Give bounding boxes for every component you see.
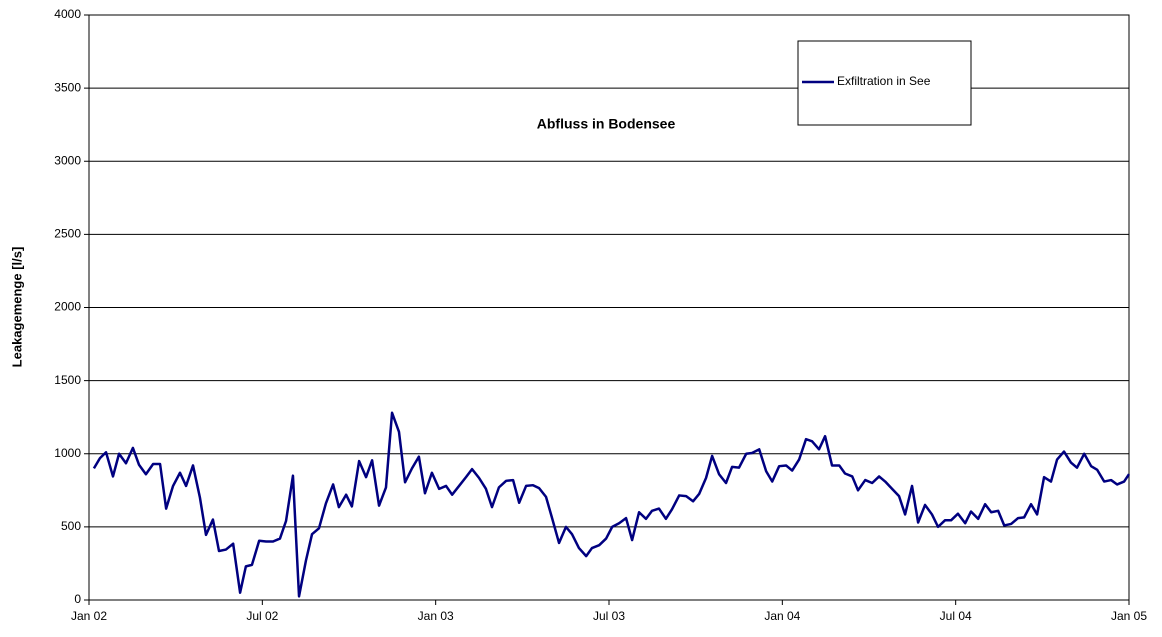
x-tick-label: Jul 03 <box>593 609 625 623</box>
y-tick-label: 500 <box>61 519 81 533</box>
x-tick-label: Jul 02 <box>246 609 278 623</box>
y-tick-label: 1000 <box>54 446 81 460</box>
x-tick-label: Jan 05 <box>1111 609 1147 623</box>
y-tick-label: 3000 <box>54 153 81 167</box>
y-tick-label: 2500 <box>54 227 81 241</box>
y-tick-label: 4000 <box>54 7 81 21</box>
y-tick-label: 0 <box>74 592 81 606</box>
y-tick-label: 3500 <box>54 80 81 94</box>
y-axis-label: Leakagemenge [l/s] <box>9 247 24 368</box>
x-tick-label: Jan 04 <box>764 609 800 623</box>
chart-title: Abfluss in Bodensee <box>537 116 676 132</box>
x-tick-label: Jan 02 <box>71 609 107 623</box>
x-tick-label: Jan 03 <box>418 609 454 623</box>
x-tick-label: Jul 04 <box>940 609 972 623</box>
y-tick-label: 1500 <box>54 373 81 387</box>
legend-label: Exfiltration in See <box>837 74 931 88</box>
data-line <box>92 411 1131 598</box>
y-tick-label: 2000 <box>54 300 81 314</box>
